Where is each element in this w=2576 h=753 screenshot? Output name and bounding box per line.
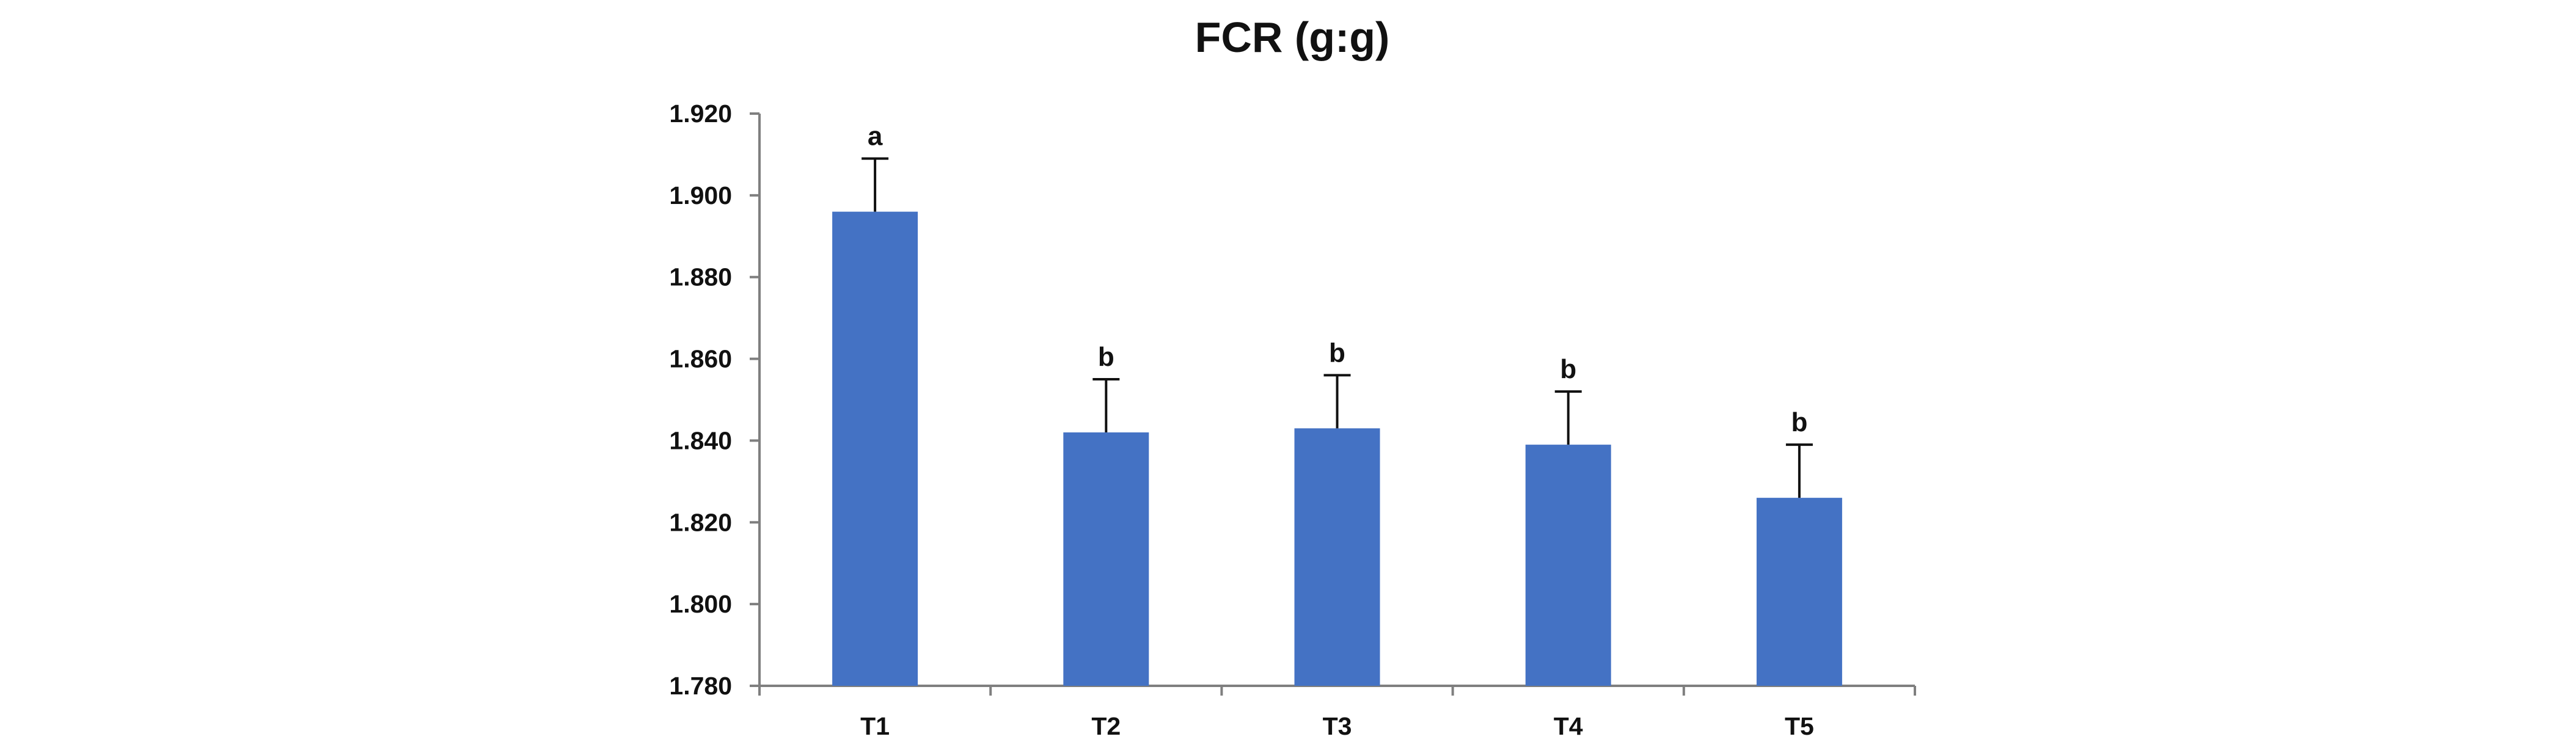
significance-label-t5: b	[1791, 407, 1807, 437]
y-tick-label: 1.800	[669, 590, 732, 618]
bar-t1	[832, 211, 918, 686]
bars	[832, 211, 1842, 686]
bar-t2	[1063, 432, 1149, 686]
y-tick-labels: 1.780 1.800 1.820 1.840 1.860 1.880 1.900 1.920	[669, 100, 732, 700]
y-tick-label: 1.820	[669, 508, 732, 536]
bar-t3	[1294, 428, 1380, 686]
significance-labels: a b b b b	[868, 122, 1807, 437]
x-tick-label-t3: T3	[1323, 712, 1352, 740]
y-tick-label: 1.840	[669, 426, 732, 454]
x-tick-label-t5: T5	[1785, 712, 1814, 740]
y-tick-label: 1.900	[669, 181, 732, 209]
significance-label-t1: a	[868, 122, 883, 151]
x-tick-label-t1: T1	[860, 712, 890, 740]
x-tick-labels: T1 T2 T3 T4 T5	[860, 712, 1814, 740]
error-bars	[862, 157, 1813, 498]
x-tick-label-t4: T4	[1554, 712, 1583, 740]
y-tick-label: 1.920	[669, 100, 732, 128]
x-tick-label-t2: T2	[1091, 712, 1121, 740]
y-tick-label: 1.880	[669, 263, 732, 291]
significance-label-t3: b	[1329, 338, 1345, 368]
y-tick-label: 1.860	[669, 345, 732, 373]
y-tick-label: 1.780	[669, 672, 732, 700]
bar-t5	[1756, 498, 1842, 686]
significance-label-t2: b	[1098, 342, 1114, 372]
bar-t4	[1525, 445, 1611, 686]
significance-label-t4: b	[1560, 354, 1576, 384]
axes	[750, 112, 1916, 696]
chart-title: FCR (g:g)	[1195, 13, 1390, 61]
